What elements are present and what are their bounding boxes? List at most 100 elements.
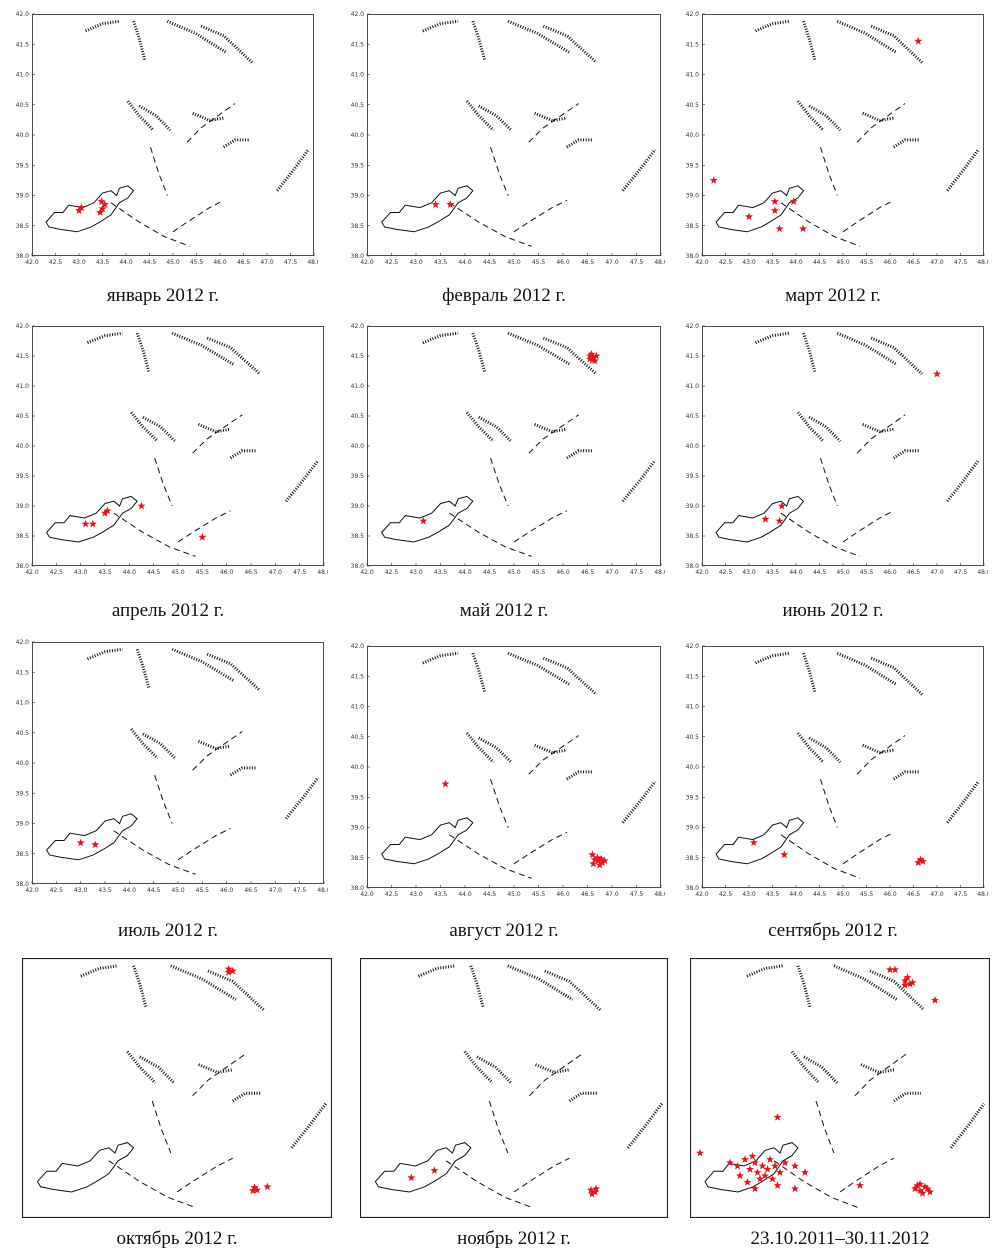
fault-map: 42.0 42.5 43.0 43.5 44.0 44.5 45.0 45.5 46.0 46.5… bbox=[678, 322, 988, 580]
x-tick-label: 47.5 bbox=[954, 259, 968, 266]
x-tick-label: 47.0 bbox=[605, 259, 619, 266]
x-tick-label: 45.5 bbox=[860, 569, 874, 576]
fault-map: 42.0 42.5 43.0 43.5 44.0 44.5 45.0 45.5 46.0 46.5… bbox=[8, 10, 318, 270]
red-star-icon bbox=[253, 1185, 262, 1194]
fault-map: 42.0 42.5 43.0 43.5 44.0 44.5 45.0 45.5 46.0 46.5… bbox=[678, 642, 988, 902]
red-star-icon bbox=[901, 981, 909, 989]
y-tick-label: 42.0 bbox=[351, 11, 365, 18]
red-star-icon bbox=[756, 1174, 764, 1183]
x-tick-label: 46.0 bbox=[883, 891, 897, 898]
x-tick-label: 42.5 bbox=[385, 259, 399, 266]
y-tick-label: 41.5 bbox=[16, 41, 30, 48]
red-star-icon bbox=[75, 206, 83, 215]
x-tick-label: 45.5 bbox=[532, 259, 546, 266]
red-star-icon bbox=[592, 351, 601, 360]
red-star-icon bbox=[745, 212, 753, 221]
x-tick-label: 44.0 bbox=[123, 569, 137, 576]
fault-lines bbox=[38, 966, 326, 1208]
red-star-icon bbox=[780, 850, 789, 859]
fault-lines bbox=[705, 966, 984, 1208]
x-tick-label: 45.0 bbox=[171, 569, 185, 576]
map-panel bbox=[360, 958, 668, 1218]
x-tick-label: 45.0 bbox=[836, 891, 850, 898]
red-star-icon bbox=[766, 1155, 774, 1163]
x-tick-label: 45.5 bbox=[196, 569, 210, 576]
coastline bbox=[705, 1143, 798, 1192]
red-star-icon bbox=[587, 350, 596, 358]
y-tick-label: 39.5 bbox=[686, 794, 700, 801]
y-tick-label: 40.5 bbox=[16, 413, 30, 420]
red-star-icon bbox=[771, 1161, 779, 1170]
x-tick-label: 42.0 bbox=[25, 887, 39, 894]
y-tick-label: 38.0 bbox=[16, 253, 30, 260]
x-tick-label: 47.0 bbox=[269, 887, 283, 894]
y-tick-label: 38.5 bbox=[351, 855, 365, 862]
red-star-icon bbox=[931, 996, 939, 1004]
y-tick-label: 40.0 bbox=[16, 760, 30, 767]
y-tick-label: 42.0 bbox=[16, 323, 30, 330]
red-star-icon bbox=[441, 779, 450, 788]
y-tick-label: 41.0 bbox=[351, 383, 365, 390]
x-tick-label: 43.5 bbox=[98, 887, 112, 894]
coastline bbox=[38, 1143, 134, 1192]
y-tick-label: 38.0 bbox=[686, 253, 700, 260]
x-tick-label: 42.0 bbox=[25, 259, 39, 266]
red-star-icon bbox=[761, 1171, 769, 1180]
x-tick-label: 48.0 bbox=[307, 259, 318, 266]
y-tick-label: 40.0 bbox=[351, 132, 365, 139]
red-star-icon bbox=[81, 519, 90, 528]
x-tick-label: 42.0 bbox=[360, 569, 374, 576]
red-star-icon bbox=[749, 838, 758, 847]
x-tick-label: 44.5 bbox=[147, 887, 161, 894]
x-tick-label: 44.0 bbox=[789, 259, 803, 266]
y-tick-label: 39.0 bbox=[686, 825, 700, 832]
y-tick-label: 38.5 bbox=[16, 851, 30, 858]
x-tick-label: 46.5 bbox=[907, 569, 921, 576]
red-star-icon bbox=[597, 854, 606, 863]
x-tick-label: 42.0 bbox=[360, 891, 374, 898]
red-star-icon bbox=[431, 200, 440, 208]
x-tick-label: 46.5 bbox=[907, 891, 921, 898]
x-tick-label: 44.5 bbox=[813, 259, 827, 266]
panel-caption: июль 2012 г. bbox=[118, 920, 218, 941]
y-tick-label: 42.0 bbox=[16, 11, 30, 18]
coastline bbox=[382, 186, 473, 232]
y-tick-label: 42.0 bbox=[351, 323, 365, 330]
x-tick-label: 46.0 bbox=[220, 569, 234, 576]
y-tick-label: 39.5 bbox=[16, 162, 30, 169]
map-frame bbox=[367, 14, 661, 256]
red-star-icon bbox=[775, 224, 784, 233]
x-tick-label: 43.5 bbox=[434, 259, 448, 266]
x-tick-label: 47.5 bbox=[954, 891, 968, 898]
red-star-icon bbox=[751, 1184, 759, 1193]
y-tick-label: 40.5 bbox=[351, 413, 365, 420]
x-tick-label: 44.0 bbox=[458, 259, 472, 266]
x-tick-label: 47.5 bbox=[630, 891, 644, 898]
x-tick-label: 48.0 bbox=[654, 891, 665, 898]
x-tick-label: 44.5 bbox=[813, 891, 827, 898]
y-tick-label: 39.5 bbox=[16, 473, 30, 480]
map-frame bbox=[702, 14, 984, 256]
x-tick-label: 42.0 bbox=[695, 259, 709, 266]
x-tick-label: 47.5 bbox=[954, 569, 968, 576]
red-star-icon bbox=[906, 979, 914, 988]
red-star-icon bbox=[228, 966, 237, 975]
fault-lines bbox=[716, 653, 978, 878]
x-tick-label: 45.0 bbox=[507, 259, 521, 266]
x-tick-label: 45.0 bbox=[836, 259, 850, 266]
map-frame bbox=[32, 326, 324, 566]
red-star-icon bbox=[770, 206, 779, 215]
red-star-icon bbox=[91, 840, 100, 849]
y-tick-label: 38.0 bbox=[686, 563, 700, 570]
y-tick-label: 41.5 bbox=[686, 41, 700, 48]
red-star-icon bbox=[726, 1158, 734, 1167]
coastline bbox=[47, 496, 138, 542]
y-tick-label: 41.5 bbox=[351, 41, 365, 48]
red-star-icon bbox=[770, 197, 779, 205]
y-tick-label: 38.5 bbox=[351, 533, 365, 540]
map-frame bbox=[367, 326, 661, 566]
map-frame bbox=[702, 646, 984, 888]
y-tick-label: 40.5 bbox=[16, 730, 30, 737]
red-star-icon bbox=[923, 1184, 932, 1193]
x-tick-label: 43.5 bbox=[98, 569, 112, 576]
